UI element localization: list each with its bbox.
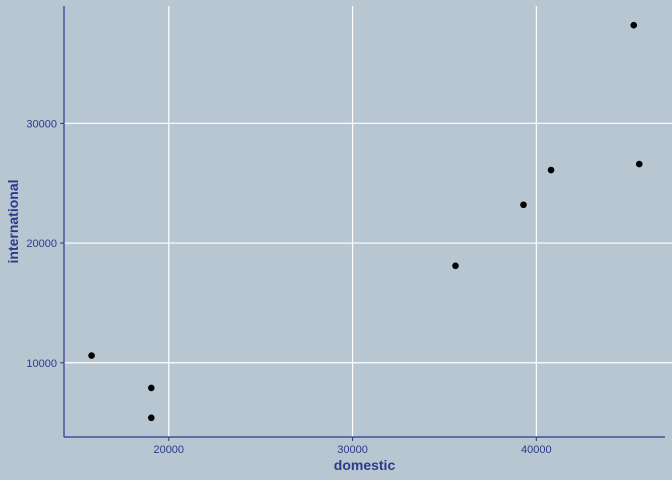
- data-point: [635, 160, 643, 168]
- data-point: [547, 166, 555, 174]
- x-axis-title: domestic: [334, 457, 396, 473]
- y-tick-label: 20000: [26, 238, 57, 250]
- data-point: [630, 21, 638, 29]
- x-tick-label: 20000: [153, 444, 184, 456]
- axes: [60, 6, 665, 441]
- y-tick-label: 30000: [26, 118, 57, 130]
- y-axis-title: international: [5, 179, 21, 263]
- data-point: [520, 201, 527, 209]
- x-tick-label: 30000: [337, 444, 368, 456]
- data-point: [88, 352, 95, 359]
- grid-lines: [64, 6, 672, 437]
- data-point: [148, 414, 155, 422]
- x-tick-label: 40000: [521, 444, 552, 456]
- tick-labels: 20000 30000 40000 10000 20000 30000: [26, 118, 551, 456]
- data-points: [88, 21, 643, 422]
- data-point: [452, 262, 459, 270]
- data-point: [148, 384, 155, 392]
- y-tick-label: 10000: [26, 358, 57, 370]
